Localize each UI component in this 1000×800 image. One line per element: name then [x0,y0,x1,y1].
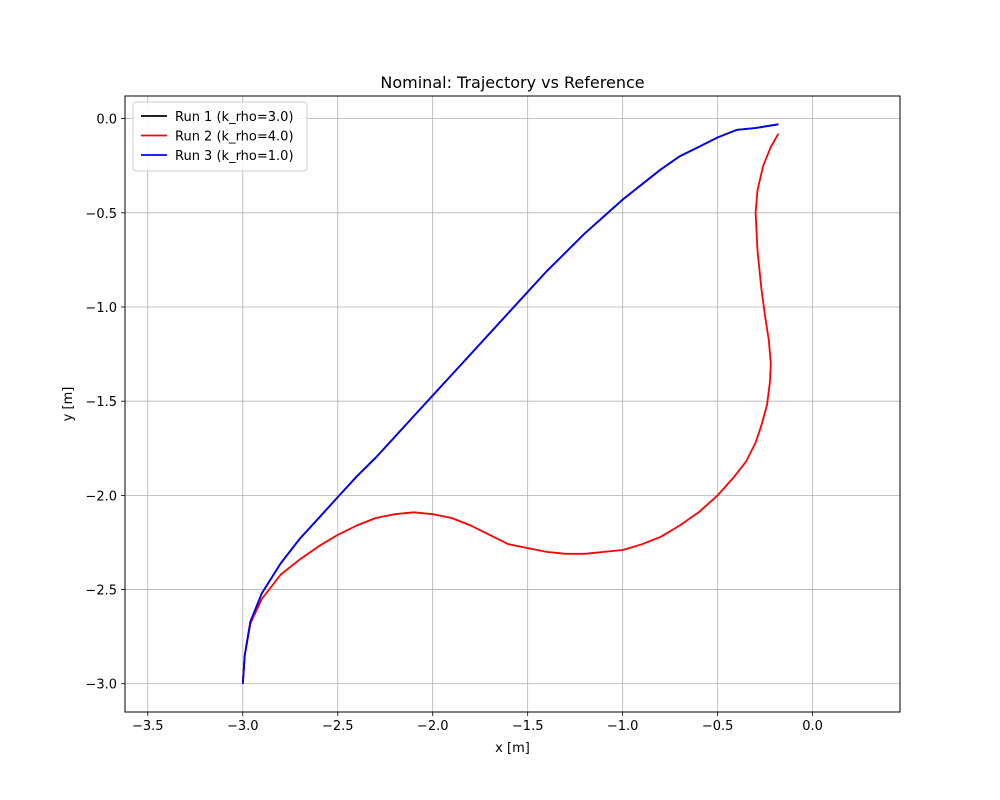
y-tick-label: −2.5 [85,584,117,599]
x-tick-label: −1.5 [512,719,544,734]
x-tick-label: −3.5 [132,719,164,734]
y-tick-label: −1.0 [85,301,117,316]
y-axis-ticks: 0.0 −0.5 −1.0 −1.5 −2.0 −2.5 −3.0 [85,113,125,693]
plot-frame [124,95,901,713]
y-axis-label: y [m] [61,387,76,422]
chart-title: Nominal: Trajectory vs Reference [380,73,644,92]
legend-entry-label: Run 1 (k_rho=3.0) [175,110,294,125]
y-tick-label: −2.0 [85,489,117,504]
x-tick-label: −3.0 [227,719,259,734]
x-tick-label: −2.5 [322,719,354,734]
x-tick-label: −1.0 [607,719,639,734]
legend: Run 1 (k_rho=3.0) Run 2 (k_rho=4.0) Run 3 … [132,101,308,172]
x-tick-label: −2.0 [417,719,449,734]
series-line-run-3 [241,123,779,684]
x-tick-label: −0.5 [702,719,734,734]
legend-entry-label: Run 3 (k_rho=1.0) [175,149,294,164]
x-axis-ticks: −3.5 −3.0 −2.5 −2.0 −1.5 −1.0 −0.5 0.0 [132,712,823,734]
legend-entry-label: Run 2 (k_rho=4.0) [175,130,294,145]
x-tick-label: 0.0 [802,719,823,734]
series-layer [241,123,780,684]
y-tick-label: −3.0 [85,678,117,693]
series-line-run-2 [241,133,780,684]
y-tick-label: 0.0 [96,113,117,128]
y-tick-label: −1.5 [85,395,117,410]
y-tick-label: −0.5 [85,207,117,222]
x-axis-label: x [m] [495,741,530,756]
legend-box [132,101,308,172]
